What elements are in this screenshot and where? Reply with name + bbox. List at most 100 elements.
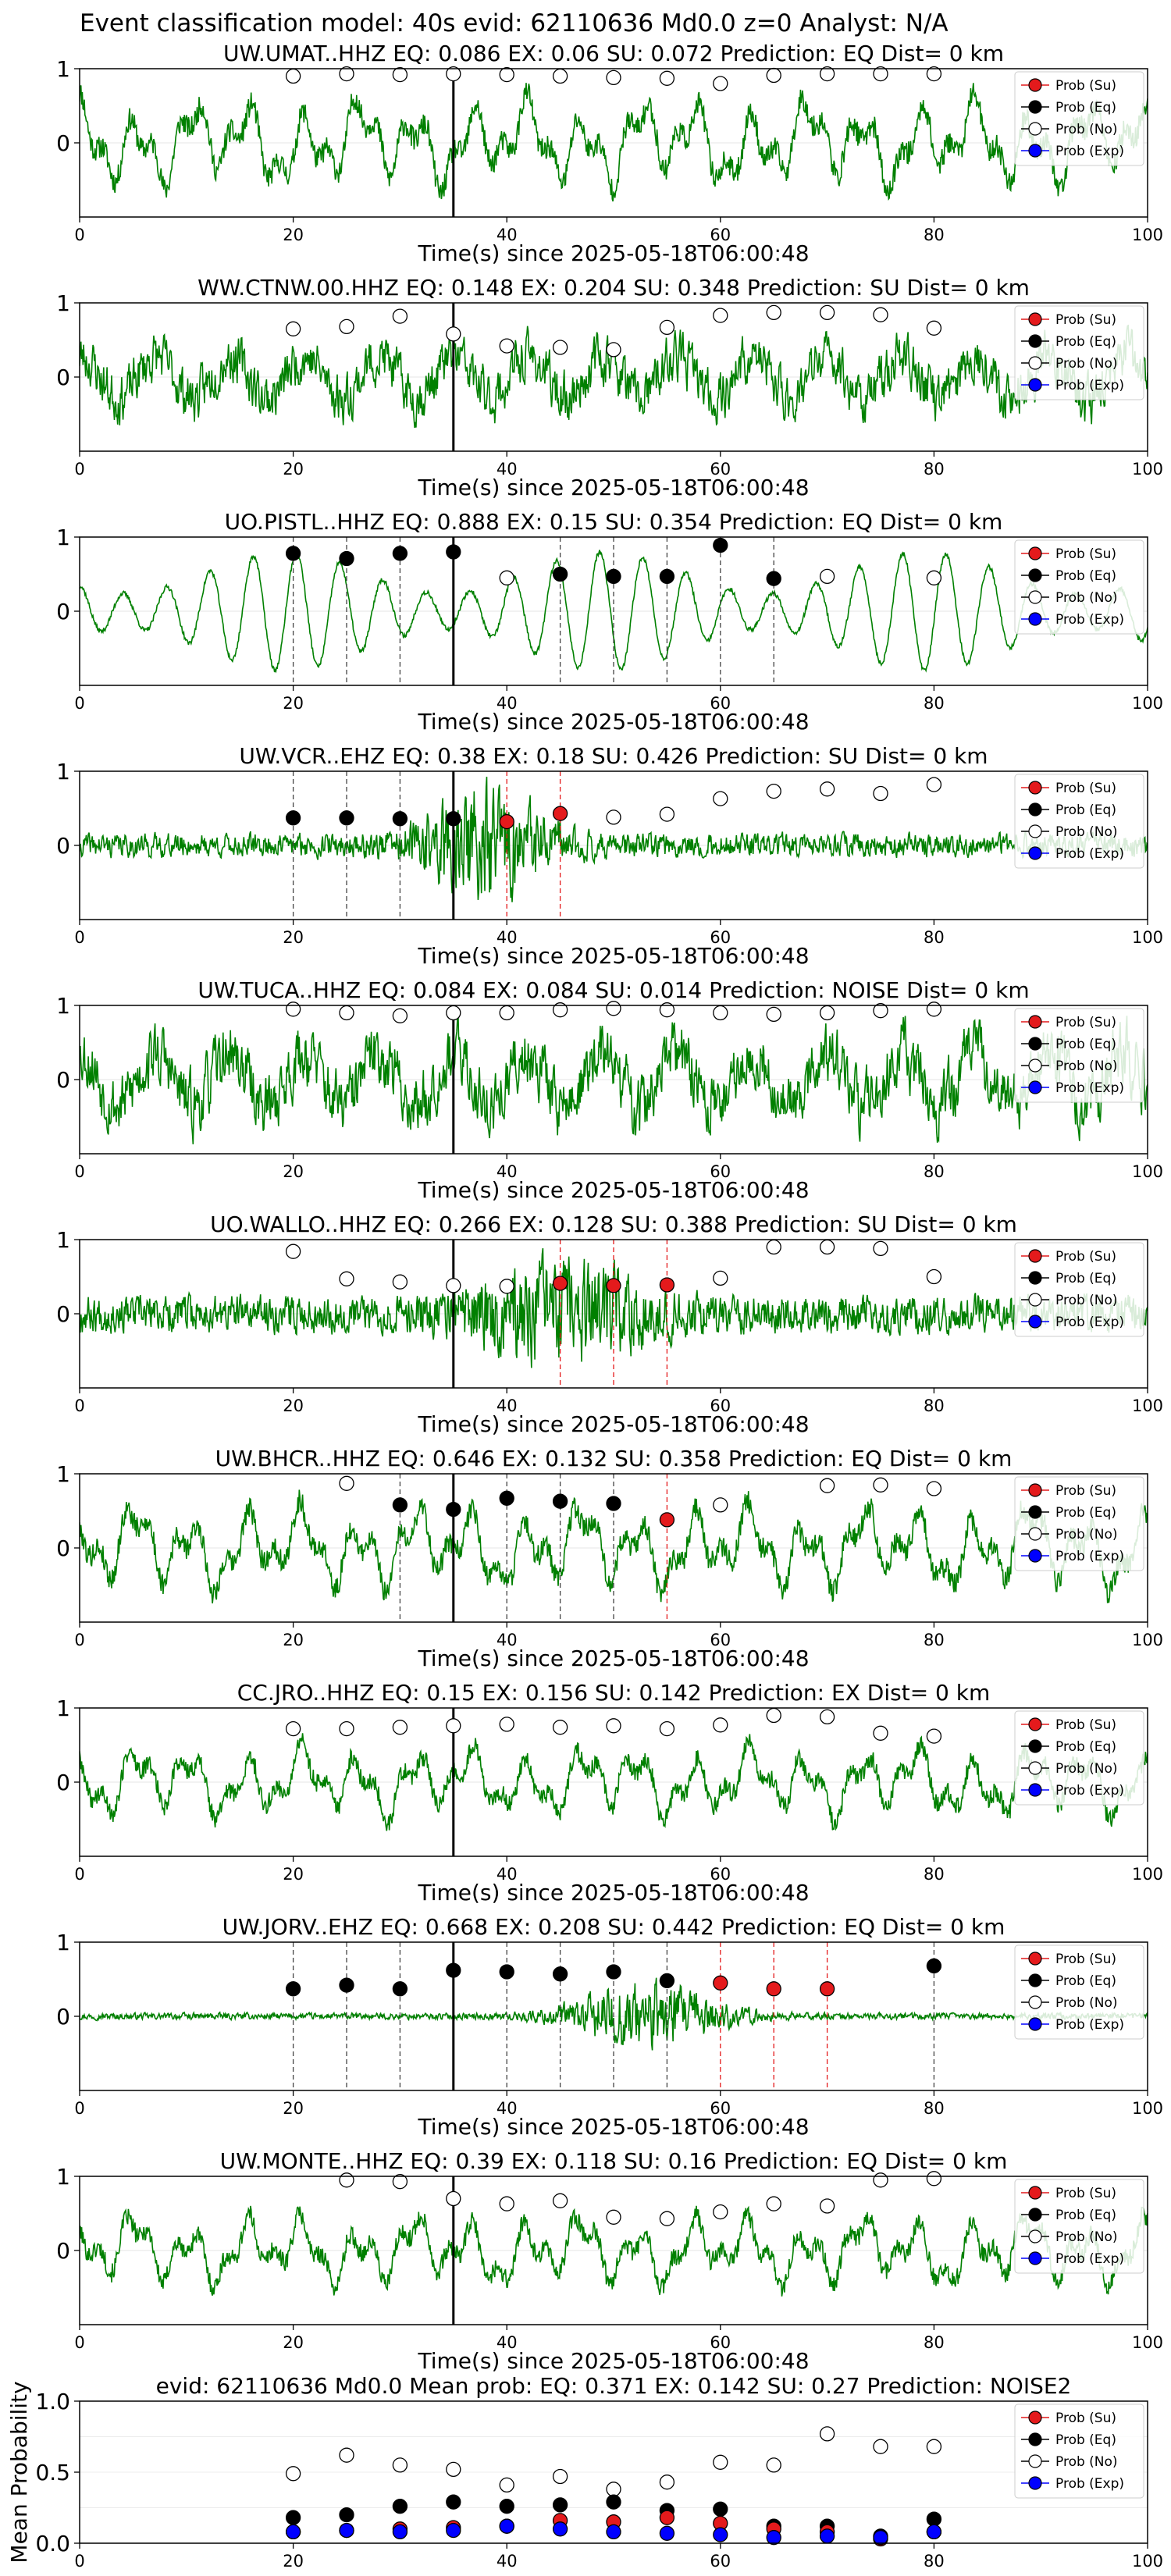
panel-6-legend-box: [1014, 1242, 1144, 1337]
panel-5: UW.TUCA..HHZ EQ: 0.084 EX: 0.084 SU: 0.0…: [56, 977, 1163, 1203]
panel-3-title: UO.PISTL..HHZ EQ: 0.888 EX: 0.15 SU: 0.3…: [225, 509, 1003, 535]
panel-1-noise-point-11: [873, 66, 888, 82]
panel-11-eq-point-8: [713, 2501, 728, 2517]
panel-7-noise-point-8: [713, 1497, 728, 1513]
panel-11-noise-point-1: [339, 2447, 354, 2463]
panel-5-legend-marker-2: [1028, 1059, 1042, 1073]
panel-8-legend-marker-0: [1028, 1717, 1042, 1731]
panel-5-noise-point-6: [606, 1001, 621, 1016]
panel-10-legend-box: [1014, 2179, 1144, 2274]
panel-11-exp-point-3: [446, 2522, 461, 2539]
panel-10-noise-point-9: [766, 2196, 781, 2211]
panel-1-noise-point-10: [819, 66, 835, 82]
panel-1-xtick-label-3: 60: [710, 226, 731, 244]
panel-6: UO.WALLO..HHZ EQ: 0.266 EX: 0.128 SU: 0.…: [56, 1212, 1163, 1437]
panel-8-legend-label-3: Prob (Exp): [1055, 1783, 1124, 1799]
panel-7-xlabel: Time(s) since 2025-05-18T06:00:48: [417, 1646, 809, 1671]
panel-10-xtick-label-4: 80: [924, 2333, 945, 2352]
panel-5-noise-point-4: [499, 1005, 514, 1021]
panel-3-xtick-label-4: 80: [924, 694, 945, 713]
panel-4-eq-point-2: [392, 811, 408, 827]
panel-3-eq-point-3: [446, 544, 461, 560]
panel-3-xtick-label-5: 100: [1132, 694, 1163, 713]
panel-7-legend-label-2: Prob (No): [1055, 1527, 1118, 1542]
panel-6-noise-point-11: [873, 1240, 888, 1257]
panel-2-noise-point-0: [285, 321, 301, 336]
panel-2-legend-marker-2: [1028, 356, 1042, 370]
panel-4-xtick-label-1: 20: [283, 928, 304, 947]
panel-5-noise-point-0: [285, 1002, 301, 1017]
panel-7-eq-point-6: [606, 1496, 621, 1511]
panel-2-noise-point-2: [392, 308, 408, 324]
panel-8-noise-point-3: [446, 1718, 461, 1734]
panel-11-legend-marker-3: [1028, 2476, 1042, 2490]
panel-11-noise-point-2: [392, 2457, 408, 2473]
panel-3-xtick-label-0: 0: [74, 694, 84, 713]
panel-1-xtick-label-2: 40: [497, 226, 518, 244]
panel-11-xtick-label-3: 60: [710, 2552, 731, 2571]
panel-7-xtick-label-1: 20: [283, 1631, 304, 1649]
panel-7-title: UW.BHCR..HHZ EQ: 0.646 EX: 0.132 SU: 0.3…: [215, 1446, 1013, 1471]
panel-11-legend-label-2: Prob (No): [1055, 2454, 1118, 2470]
panel-3-legend-marker-3: [1028, 612, 1042, 626]
panel-4: UW.VCR..EHZ EQ: 0.38 EX: 0.18 SU: 0.426 …: [56, 743, 1163, 969]
panel-8-legend-marker-3: [1028, 1783, 1042, 1797]
panel-10-noise-point-4: [499, 2196, 514, 2211]
panel-9-eq-point-4: [499, 1964, 514, 1980]
panel-6-ytick-label-1: 1: [56, 1227, 70, 1253]
panel-5-ytick-label-0: 0: [56, 1067, 70, 1093]
panel-11-exp-point-11: [873, 2530, 888, 2546]
panel-9-eq-point-0: [285, 1981, 301, 1997]
panel-10-noise-point-2: [392, 2174, 408, 2190]
panel-11-exp-point-7: [659, 2525, 675, 2541]
panel-9-xtick-label-3: 60: [710, 2099, 731, 2118]
panel-11-exp-point-4: [499, 2518, 514, 2534]
panel-6-noise-point-2: [392, 1274, 408, 1290]
panel-4-xtick-label-0: 0: [74, 928, 84, 947]
panel-2-noise-point-12: [926, 320, 942, 336]
panel-3-waveform: [80, 547, 1148, 674]
panel-8-xtick-label-1: 20: [283, 1865, 304, 1884]
panel-7-legend-marker-0: [1028, 1483, 1042, 1497]
panel-7-eq-point-2: [392, 1497, 408, 1513]
panel-3-eq-point-1: [339, 550, 354, 567]
panel-10-noise-point-12: [926, 2171, 942, 2186]
panel-7-legend-marker-2: [1028, 1527, 1042, 1541]
panel-11-noise-point-10: [819, 2426, 835, 2442]
panels: UW.UMAT..HHZ EQ: 0.086 EX: 0.06 SU: 0.07…: [6, 41, 1163, 2571]
panel-3-eq-point-6: [606, 568, 621, 585]
panel-7-legend-label-3: Prob (Exp): [1055, 1549, 1124, 1564]
panel-11-exp-point-10: [819, 2528, 835, 2544]
panel-6-noise-point-8: [713, 1270, 728, 1286]
panel-5-xtick-label-5: 100: [1132, 1162, 1163, 1181]
panel-7-legend-label-1: Prob (Eq): [1055, 1505, 1116, 1521]
panel-6-xtick-label-2: 40: [497, 1397, 518, 1415]
panel-6-noise-point-9: [766, 1239, 781, 1255]
panel-1-xtick-label-0: 0: [74, 226, 84, 244]
panel-9-ytick-label-1: 1: [56, 1930, 70, 1955]
panel-10-legend-marker-1: [1028, 2208, 1042, 2222]
panel-6-legend-marker-0: [1028, 1249, 1042, 1263]
panel-11: evid: 62110636 Md0.0 Mean prob: EQ: 0.37…: [6, 2373, 1163, 2571]
panel-3-eq-point-9: [766, 571, 781, 586]
panel-8-waveform: [80, 1733, 1148, 1831]
panel-4-xtick-label-2: 40: [497, 928, 518, 947]
panel-7-legend-label-0: Prob (Su): [1055, 1483, 1116, 1499]
panel-6-title: UO.WALLO..HHZ EQ: 0.266 EX: 0.128 SU: 0.…: [210, 1212, 1017, 1237]
panel-5-legend-box: [1014, 1008, 1144, 1103]
panel-8-legend-marker-2: [1028, 1761, 1042, 1775]
panel-7-noise-point-10: [819, 1478, 835, 1493]
panel-4-legend-label-0: Prob (Su): [1055, 781, 1116, 796]
panel-3-xtick-label-3: 60: [710, 694, 731, 713]
panel-6-noise-point-10: [819, 1239, 835, 1255]
panel-9-legend-label-2: Prob (No): [1055, 1995, 1118, 2011]
panel-5-noise-point-3: [446, 1005, 461, 1021]
panel-2-waveform: [80, 324, 1148, 428]
panel-4-noise-point-8: [713, 791, 728, 806]
panel-10-title: UW.MONTE..HHZ EQ: 0.39 EX: 0.118 SU: 0.1…: [220, 2148, 1008, 2174]
panel-4-noise-point-11: [873, 785, 888, 802]
panel-8-xtick-label-5: 100: [1132, 1865, 1163, 1884]
panel-8-legend-box: [1014, 1710, 1144, 1806]
panel-8-noise-point-9: [766, 1707, 781, 1724]
panel-3-noise-point-10: [819, 568, 835, 585]
